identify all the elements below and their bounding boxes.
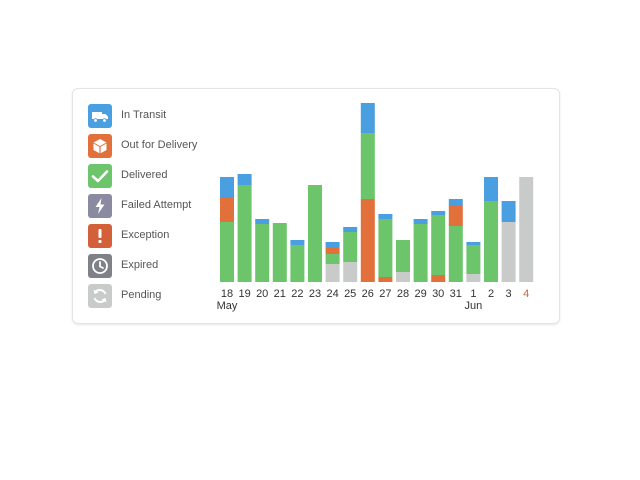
bar-segment-delivered[interactable] — [308, 185, 322, 282]
bar-segment-out-for-delivery[interactable] — [360, 199, 375, 282]
x-tick-label: 26 — [362, 288, 374, 300]
bar-segment-pending[interactable] — [501, 222, 516, 282]
bar-segment-pending[interactable] — [466, 274, 481, 282]
x-tick-label: 27 — [379, 288, 391, 300]
x-tick-label: 22 — [291, 288, 303, 300]
x-tick-label: 4 — [523, 288, 529, 300]
legend-label: Expired — [121, 259, 159, 271]
bar-segment-in-transit[interactable] — [255, 219, 270, 224]
bar-segment-delivered[interactable] — [325, 254, 340, 264]
bar-segment-out-for-delivery[interactable] — [431, 275, 446, 282]
bar-segment-delivered[interactable] — [413, 224, 428, 282]
bar-segment-in-transit[interactable] — [290, 240, 305, 245]
bar-segment-out-for-delivery[interactable] — [325, 247, 340, 254]
bar-segment-delivered[interactable] — [378, 219, 393, 277]
bar-segment-pending[interactable] — [325, 264, 340, 282]
bar-segment-delivered[interactable] — [272, 223, 287, 282]
x-tick-label: 24 — [326, 288, 338, 300]
lightning-icon — [88, 194, 112, 218]
x-tick-label: 29 — [414, 288, 426, 300]
legend-label: Exception — [121, 229, 170, 241]
x-tick-label: 3 — [506, 288, 512, 300]
bar-segment-in-transit[interactable] — [343, 227, 358, 232]
legend-label: Failed Attempt — [121, 199, 192, 211]
bar-segment-delivered[interactable] — [220, 222, 234, 282]
x-tick-label: 20 — [256, 288, 268, 300]
x-tick-label: 21 — [274, 288, 286, 300]
bar-segment-in-transit[interactable] — [501, 201, 516, 222]
bar-segment-delivered[interactable] — [396, 240, 410, 272]
month-label: Jun — [465, 300, 483, 312]
legend-item-expired[interactable]: Expired — [88, 254, 228, 278]
clock-icon — [88, 254, 112, 278]
bar-segment-in-transit[interactable] — [325, 242, 340, 247]
bar-segment-in-transit[interactable] — [413, 219, 428, 224]
bar-segment-delivered[interactable] — [237, 185, 252, 282]
bar-segment-pending[interactable] — [396, 272, 410, 282]
bar-segment-delivered[interactable] — [431, 215, 446, 275]
bar-segment-in-transit[interactable] — [448, 199, 463, 205]
legend-label: Out for Delivery — [121, 139, 198, 151]
bar-segment-in-transit[interactable] — [484, 177, 498, 201]
x-tick-label: 1 — [470, 288, 476, 300]
bar-segment-out-for-delivery[interactable] — [448, 205, 463, 226]
bar-segment-in-transit[interactable] — [220, 177, 234, 198]
x-tick-label: 18 — [221, 288, 233, 300]
legend-label: Pending — [121, 289, 162, 301]
bar-segment-delivered[interactable] — [343, 232, 358, 262]
refresh-icon — [88, 284, 112, 308]
x-tick-label: 31 — [450, 288, 462, 300]
legend-item-failed-attempt[interactable]: Failed Attempt — [88, 194, 228, 218]
bar-segment-delivered[interactable] — [448, 226, 463, 282]
bar-segment-out-for-delivery[interactable] — [378, 277, 393, 282]
bar-segment-delivered[interactable] — [466, 245, 481, 274]
x-tick-label: 23 — [309, 288, 321, 300]
x-tick-label: 30 — [432, 288, 444, 300]
legend-item-in-transit[interactable]: In Transit — [88, 104, 228, 128]
legend-item-delivered[interactable]: Delivered — [88, 164, 228, 188]
bar-segment-delivered[interactable] — [255, 224, 270, 282]
bar-segment-delivered[interactable] — [484, 201, 498, 282]
truck-icon — [88, 104, 112, 128]
bar-segment-pending[interactable] — [343, 262, 358, 282]
bar-segment-in-transit[interactable] — [237, 174, 252, 185]
bar-segment-out-for-delivery[interactable] — [220, 198, 234, 222]
x-tick-label: 2 — [488, 288, 494, 300]
legend-label: In Transit — [121, 109, 167, 121]
legend-item-pending[interactable]: Pending — [88, 284, 228, 308]
check-icon — [88, 164, 112, 188]
bar-segment-pending[interactable] — [519, 177, 534, 282]
bar-segment-in-transit[interactable] — [360, 103, 375, 133]
legend-label: Delivered — [121, 169, 168, 181]
bar-segment-in-transit[interactable] — [378, 214, 393, 219]
bar-segment-in-transit[interactable] — [466, 242, 481, 245]
exclamation-icon — [88, 224, 112, 248]
x-tick-label: 28 — [397, 288, 409, 300]
legend-item-exception[interactable]: Exception — [88, 224, 228, 248]
x-tick-label: 25 — [344, 288, 356, 300]
package-icon — [88, 134, 112, 158]
bar-segment-delivered[interactable] — [290, 245, 305, 282]
month-label: May — [217, 300, 238, 312]
bar-segment-delivered[interactable] — [360, 133, 375, 199]
x-tick-label: 19 — [238, 288, 250, 300]
legend-item-out-for-delivery[interactable]: Out for Delivery — [88, 134, 228, 158]
bar-segment-in-transit[interactable] — [431, 211, 446, 215]
